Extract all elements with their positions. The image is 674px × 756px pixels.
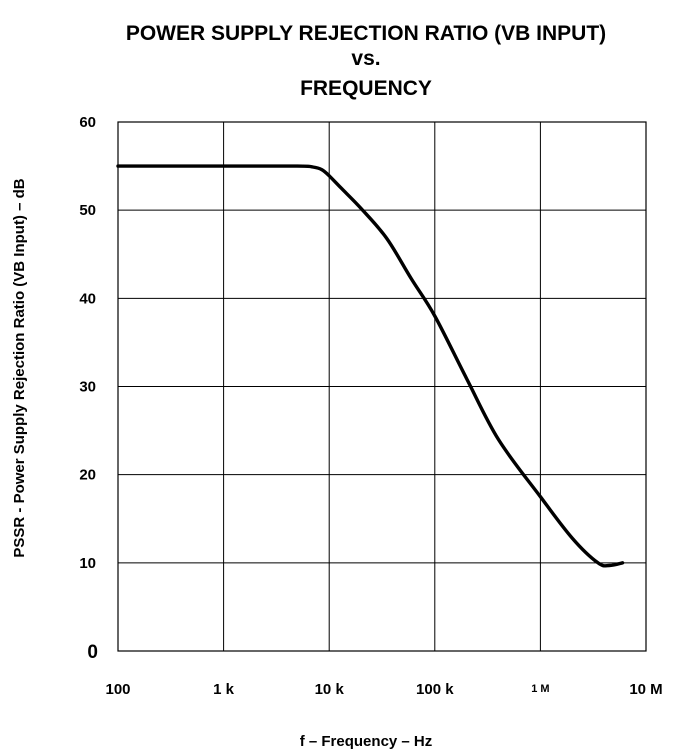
chart-title-line-2: vs. (351, 47, 380, 70)
y-tick-label: 50 (79, 202, 96, 219)
x-axis-label: f – Frequency – Hz (300, 733, 433, 750)
grid (117, 121, 647, 652)
y-tick-label: 60 (79, 114, 96, 131)
y-tick-label: 30 (79, 379, 96, 396)
y-tick-label: 40 (79, 290, 96, 307)
x-tick-label: 1 k (213, 681, 235, 698)
psrr-curve (116, 164, 625, 568)
x-tick-label: 100 k (416, 681, 454, 698)
plot-frame (117, 121, 647, 652)
y-tick-label: 0 (87, 642, 98, 663)
x-tick-labels: 100 1 k 10 k 100 k 1 M 10 M (105, 681, 662, 698)
y-tick-label: 10 (79, 555, 96, 572)
chart-title-line-1: POWER SUPPLY REJECTION RATIO (VB INPUT) (126, 22, 606, 45)
x-tick-label: 100 (105, 681, 130, 698)
y-tick-label: 20 (79, 467, 96, 484)
x-tick-label: 1 M (531, 683, 549, 695)
x-tick-label: 10 k (315, 681, 345, 698)
y-axis-label: PSSR - Power Supply Rejection Ratio (VB … (11, 178, 28, 557)
data-series (116, 164, 625, 568)
y-tick-labels: 0 10 20 30 40 50 60 (79, 114, 98, 663)
x-tick-label: 10 M (629, 681, 662, 698)
chart-title-line-3: FREQUENCY (300, 77, 432, 100)
